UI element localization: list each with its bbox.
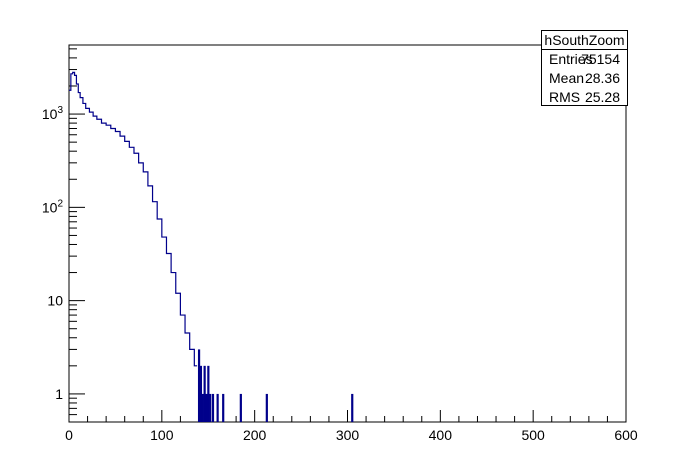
- histogram-bin: [201, 393, 204, 422]
- stats-row-entries: Entries 75154: [542, 50, 627, 69]
- x-tick-label: 300: [336, 427, 360, 443]
- histogram-bin: [203, 365, 206, 422]
- y-tick-label: 103: [42, 105, 64, 122]
- y-axis: 1 10 102 103: [42, 48, 85, 423]
- y-tick-label: 1: [55, 386, 63, 402]
- histogram-line: [69, 71, 198, 367]
- data-marks: [69, 71, 354, 422]
- rms-label: RMS: [549, 89, 581, 105]
- stats-box: hSouthZoom Entries 75154 Mean 28.36 RMS …: [541, 30, 628, 106]
- histogram-bin: [199, 365, 203, 422]
- stats-row-rms: RMS 25.28: [542, 88, 627, 107]
- x-tick-label: 100: [150, 427, 174, 443]
- stats-row-mean: Mean 28.36: [542, 69, 627, 88]
- y-tick-label: 102: [42, 198, 64, 215]
- mean-label: Mean: [549, 70, 585, 86]
- x-tick-label: 0: [65, 427, 73, 443]
- x-tick-label: 200: [243, 427, 267, 443]
- histogram-bin: [209, 393, 212, 422]
- histogram-bin: [222, 393, 225, 422]
- histogram-bin: [197, 349, 201, 422]
- entries-value: 75154: [581, 51, 620, 67]
- histogram-bin: [351, 393, 354, 422]
- histogram-bin: [205, 393, 208, 422]
- x-tick-label: 600: [614, 427, 638, 443]
- entries-label: Entries: [549, 51, 593, 67]
- x-tick-label: 400: [429, 427, 453, 443]
- x-axis: 0 100 200 300 400 500 600: [65, 410, 638, 443]
- y-tick-label: 10: [47, 293, 63, 309]
- histogram-bin: [216, 393, 219, 422]
- mean-value: 28.36: [584, 70, 620, 86]
- histogram-bin: [207, 365, 210, 422]
- rms-value: 25.28: [584, 89, 620, 105]
- histogram-bin: [239, 393, 242, 422]
- histogram-bin: [211, 393, 215, 422]
- histogram-bin: [265, 393, 268, 422]
- x-tick-label: 500: [521, 427, 545, 443]
- stats-title: hSouthZoom: [542, 31, 627, 50]
